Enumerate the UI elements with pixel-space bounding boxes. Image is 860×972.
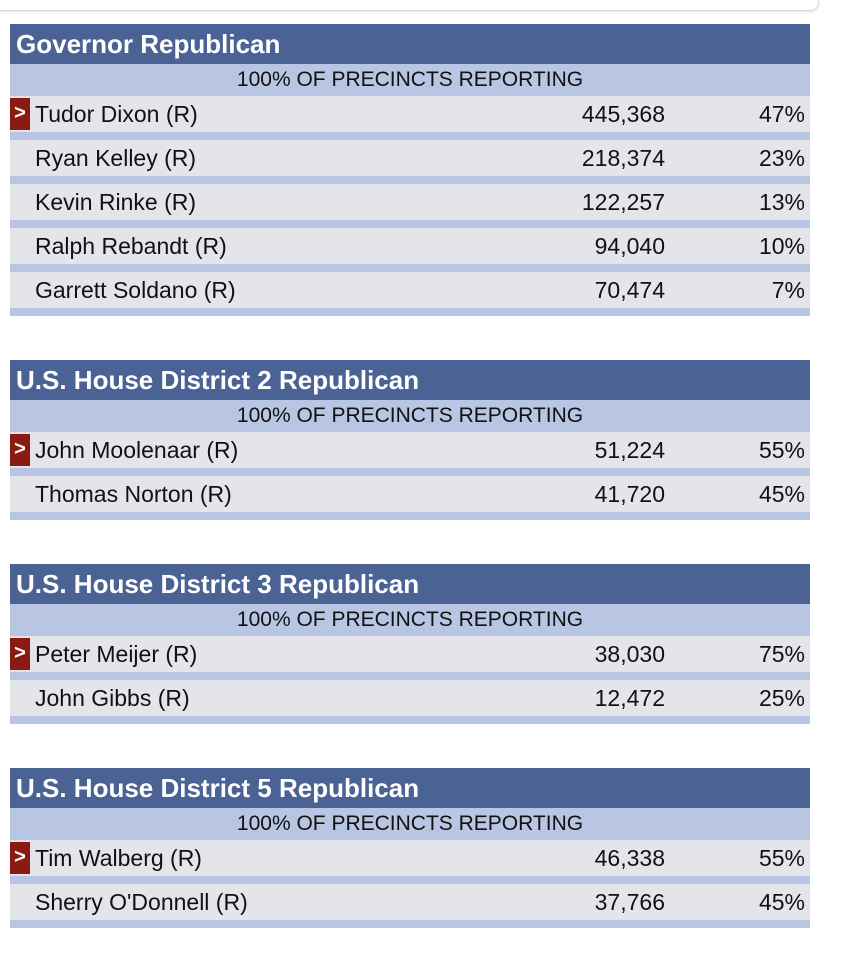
candidate-row: Ralph Rebandt (R) 94,040 10% — [10, 228, 810, 272]
candidate-votes: 37,766 — [594, 889, 665, 915]
candidate-row: > Peter Meijer (R) 38,030 75% — [10, 636, 810, 680]
candidate-name: Tim Walberg (R) — [35, 845, 202, 871]
candidate-percent: 45% — [758, 889, 805, 915]
candidate-votes: 38,030 — [594, 641, 665, 667]
race-table: U.S. House District 2 Republican 100% OF … — [10, 360, 810, 520]
candidate-row: > Tim Walberg (R) 46,338 55% — [10, 840, 810, 884]
candidate-name: Sherry O'Donnell (R) — [35, 889, 248, 915]
candidate-name: Kevin Rinke (R) — [35, 189, 197, 215]
candidate-votes: 70,474 — [594, 277, 665, 303]
race-table: Governor Republican 100% OF PRECINCTS REP… — [10, 24, 810, 316]
race-title: U.S. House District 5 Republican — [10, 768, 810, 808]
candidate-name: John Gibbs (R) — [35, 685, 190, 711]
candidate-percent: 47% — [758, 101, 805, 127]
candidate-votes: 445,368 — [581, 101, 665, 127]
candidate-percent: 10% — [758, 233, 805, 259]
candidate-votes: 51,224 — [594, 437, 665, 463]
candidate-name: Ralph Rebandt (R) — [35, 233, 227, 259]
candidate-row: Ryan Kelley (R) 218,374 23% — [10, 140, 810, 184]
race-title: U.S. House District 3 Republican — [10, 564, 810, 604]
precincts-reporting: 100% OF PRECINCTS REPORTING — [10, 64, 810, 96]
winner-arrow-icon: > — [10, 434, 30, 466]
candidate-votes: 122,257 — [581, 189, 665, 215]
candidate-percent: 13% — [758, 189, 805, 215]
precincts-reporting: 100% OF PRECINCTS REPORTING — [10, 400, 810, 432]
race-table: U.S. House District 5 Republican 100% OF … — [10, 768, 810, 928]
candidate-percent: 55% — [758, 437, 805, 463]
candidate-row: > John Moolenaar (R) 51,224 55% — [10, 432, 810, 476]
candidate-percent: 25% — [758, 685, 805, 711]
race-title: Governor Republican — [10, 24, 810, 64]
candidate-percent: 23% — [758, 145, 805, 171]
candidate-percent: 7% — [771, 277, 805, 303]
candidate-name: Garrett Soldano (R) — [35, 277, 236, 303]
precincts-reporting: 100% OF PRECINCTS REPORTING — [10, 604, 810, 636]
candidate-votes: 41,720 — [594, 481, 665, 507]
candidate-name: John Moolenaar (R) — [35, 437, 239, 463]
candidate-row: Garrett Soldano (R) 70,474 7% — [10, 272, 810, 316]
candidate-percent: 75% — [758, 641, 805, 667]
winner-arrow-icon: > — [10, 842, 30, 874]
candidate-votes: 46,338 — [594, 845, 665, 871]
candidate-percent: 55% — [758, 845, 805, 871]
candidate-name: Ryan Kelley (R) — [35, 145, 197, 171]
candidate-row: > Tudor Dixon (R) 445,368 47% — [10, 96, 810, 140]
candidate-votes: 12,472 — [594, 685, 665, 711]
candidate-name: Tudor Dixon (R) — [35, 101, 198, 127]
precincts-reporting: 100% OF PRECINCTS REPORTING — [10, 808, 810, 840]
winner-arrow-icon: > — [10, 638, 30, 670]
candidate-votes: 94,040 — [594, 233, 665, 259]
candidate-row: Kevin Rinke (R) 122,257 13% — [10, 184, 810, 228]
previous-section-edge — [0, 0, 819, 11]
race-table: U.S. House District 3 Republican 100% OF … — [10, 564, 810, 724]
race-title: U.S. House District 2 Republican — [10, 360, 810, 400]
candidate-votes: 218,374 — [581, 145, 665, 171]
candidate-name: Peter Meijer (R) — [35, 641, 198, 667]
candidate-row: John Gibbs (R) 12,472 25% — [10, 680, 810, 724]
winner-arrow-icon: > — [10, 98, 30, 130]
candidate-percent: 45% — [758, 481, 805, 507]
race-results-list: Governor Republican 100% OF PRECINCTS REP… — [10, 24, 810, 972]
candidate-row: Thomas Norton (R) 41,720 45% — [10, 476, 810, 520]
candidate-name: Thomas Norton (R) — [35, 481, 232, 507]
candidate-row: Sherry O'Donnell (R) 37,766 45% — [10, 884, 810, 928]
